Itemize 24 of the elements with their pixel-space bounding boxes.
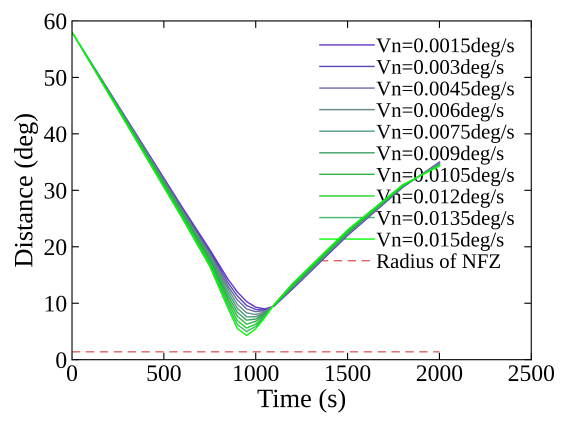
legend-label: Vn=0.0075deg/s <box>376 124 514 143</box>
x-tick-label: 2000 <box>416 365 462 382</box>
legend-label: Vn=0.006deg/s <box>376 102 504 122</box>
legend-label: Vn=0.015deg/s <box>376 232 504 251</box>
y-tick-label: 50 <box>44 70 66 86</box>
y-tick-label: 20 <box>44 239 66 256</box>
legend-label: Vn=0.009deg/s <box>376 146 504 165</box>
x-tick-label: 1500 <box>326 365 370 382</box>
legend-label: Vn=0.0135deg/s <box>376 210 514 230</box>
legend-label: Vn=0.0015deg/s <box>376 38 514 57</box>
x-tick-label: 0 <box>67 365 78 382</box>
x-tick-label: 2500 <box>508 365 554 382</box>
legend-label: Radius of NFZ <box>376 253 500 268</box>
x-axis-title: Time (s) <box>258 388 346 413</box>
y-tick-label: 10 <box>46 296 66 312</box>
y-axis-title: Distance (deg) <box>14 114 38 267</box>
y-tick-label: 0 <box>56 352 66 368</box>
legend-label: Vn=0.003deg/s <box>376 59 504 78</box>
x-tick-label: 1000 <box>234 365 278 382</box>
legend-label: Vn=0.0045deg/s <box>376 80 514 100</box>
y-tick-label: 60 <box>44 13 66 30</box>
y-tick-label: 30 <box>44 182 66 199</box>
y-tick-label: 40 <box>44 126 66 142</box>
x-tick-label: 500 <box>148 365 181 382</box>
